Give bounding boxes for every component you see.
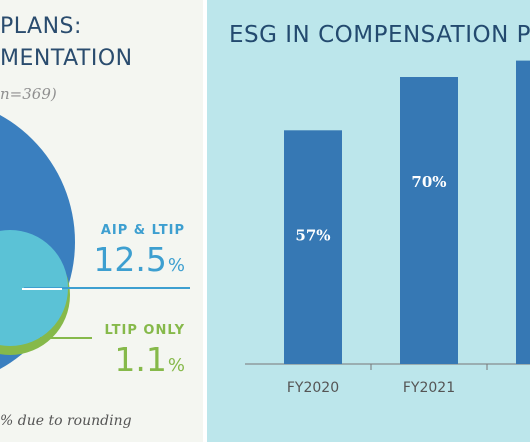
left-footnote: % due to rounding <box>0 413 132 429</box>
x-tick-label: FY2020 <box>287 380 339 396</box>
x-tick-label: FY2021 <box>403 380 455 396</box>
aip-ltip-number: 12.5 <box>93 240 167 279</box>
ltip-only-label: LTIP ONLY <box>104 323 185 338</box>
bar-fy <box>516 60 530 364</box>
left-title-line2: MENTATION <box>0 46 133 71</box>
bar-fy2021 <box>400 77 458 364</box>
left-panel: PLANS: MENTATION n=369) AIP & LTIP 12.5%… <box>0 0 203 442</box>
ltip-only-unit: % <box>167 355 185 376</box>
aip-ltip-value: 12.5% <box>93 240 185 279</box>
pie-chart <box>0 115 190 369</box>
ltip-only-value: 1.1% <box>114 340 185 379</box>
left-subtitle: n=369) <box>0 85 57 103</box>
data-label: 70% <box>411 173 446 191</box>
aip-ltip-label: AIP & LTIP <box>100 223 185 238</box>
aip-ltip-unit: % <box>167 255 185 276</box>
data-label: 57% <box>295 226 330 244</box>
ltip-only-number: 1.1 <box>114 340 167 379</box>
left-title-line1: PLANS: <box>0 14 82 39</box>
right-title: ESG IN COMPENSATION P <box>229 22 530 48</box>
bar-fy2020 <box>284 130 342 364</box>
